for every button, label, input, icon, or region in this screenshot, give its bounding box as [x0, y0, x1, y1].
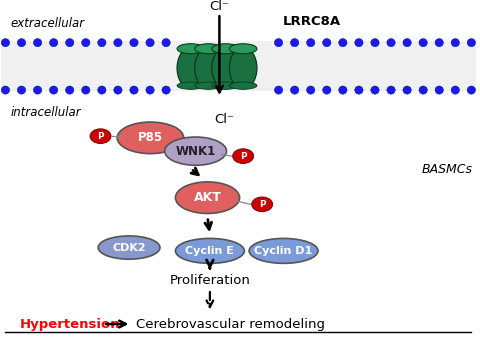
Ellipse shape: [451, 38, 459, 47]
Ellipse shape: [175, 238, 244, 263]
Circle shape: [233, 149, 253, 163]
Text: WNK1: WNK1: [176, 145, 216, 158]
Ellipse shape: [114, 86, 122, 94]
Ellipse shape: [195, 44, 222, 54]
Ellipse shape: [275, 38, 283, 47]
Ellipse shape: [146, 38, 154, 47]
Ellipse shape: [419, 38, 427, 47]
Ellipse shape: [249, 238, 318, 263]
Ellipse shape: [34, 38, 42, 47]
Ellipse shape: [177, 82, 204, 89]
Ellipse shape: [66, 38, 74, 47]
Ellipse shape: [34, 86, 42, 94]
Ellipse shape: [49, 38, 58, 47]
Ellipse shape: [98, 236, 160, 259]
Ellipse shape: [1, 38, 10, 47]
Ellipse shape: [117, 122, 184, 154]
Text: extracellular: extracellular: [10, 16, 84, 29]
Ellipse shape: [195, 82, 222, 89]
Ellipse shape: [97, 38, 106, 47]
Text: Cl⁻: Cl⁻: [214, 113, 234, 126]
Ellipse shape: [339, 38, 347, 47]
Text: Proliferation: Proliferation: [169, 274, 251, 287]
Text: Cl⁻: Cl⁻: [209, 0, 229, 13]
Ellipse shape: [1, 86, 10, 94]
Ellipse shape: [162, 86, 170, 94]
Ellipse shape: [290, 38, 299, 47]
Ellipse shape: [403, 38, 411, 47]
Ellipse shape: [355, 86, 363, 94]
Text: Cerebrovascular remodeling: Cerebrovascular remodeling: [136, 318, 325, 331]
Circle shape: [252, 197, 273, 212]
Text: AKT: AKT: [193, 191, 221, 204]
Ellipse shape: [467, 38, 476, 47]
Ellipse shape: [175, 182, 240, 213]
Ellipse shape: [290, 86, 299, 94]
Text: CDK2: CDK2: [112, 243, 146, 252]
Ellipse shape: [229, 47, 257, 89]
Ellipse shape: [97, 86, 106, 94]
Text: Cyclin E: Cyclin E: [185, 246, 234, 256]
Ellipse shape: [17, 86, 26, 94]
Ellipse shape: [165, 137, 227, 165]
Text: Hypertension: Hypertension: [20, 318, 120, 331]
Ellipse shape: [177, 47, 204, 89]
Ellipse shape: [49, 86, 58, 94]
Ellipse shape: [307, 86, 315, 94]
Ellipse shape: [114, 38, 122, 47]
Circle shape: [90, 129, 111, 143]
Text: P: P: [240, 152, 246, 161]
Ellipse shape: [323, 38, 331, 47]
Ellipse shape: [130, 86, 138, 94]
Text: intracellular: intracellular: [10, 106, 81, 119]
Ellipse shape: [323, 86, 331, 94]
Ellipse shape: [177, 44, 204, 54]
Text: Cyclin D1: Cyclin D1: [254, 246, 312, 256]
Text: P: P: [97, 132, 104, 141]
Ellipse shape: [387, 38, 395, 47]
Ellipse shape: [435, 86, 444, 94]
Ellipse shape: [467, 86, 476, 94]
Ellipse shape: [229, 82, 257, 89]
Ellipse shape: [162, 38, 170, 47]
Ellipse shape: [212, 44, 240, 54]
Text: LRRC8A: LRRC8A: [283, 15, 341, 28]
Ellipse shape: [275, 86, 283, 94]
Ellipse shape: [371, 86, 379, 94]
Ellipse shape: [212, 82, 240, 89]
Ellipse shape: [339, 86, 347, 94]
Ellipse shape: [130, 38, 138, 47]
Bar: [0, 42, 476, 91]
Ellipse shape: [17, 38, 26, 47]
Ellipse shape: [419, 86, 427, 94]
Ellipse shape: [371, 38, 379, 47]
Ellipse shape: [229, 44, 257, 54]
Ellipse shape: [66, 86, 74, 94]
Ellipse shape: [82, 86, 90, 94]
Ellipse shape: [82, 38, 90, 47]
Ellipse shape: [435, 38, 444, 47]
Ellipse shape: [146, 86, 154, 94]
Text: P: P: [259, 200, 265, 209]
Ellipse shape: [451, 86, 459, 94]
Ellipse shape: [212, 47, 240, 89]
Ellipse shape: [355, 38, 363, 47]
Ellipse shape: [403, 86, 411, 94]
Ellipse shape: [387, 86, 395, 94]
Ellipse shape: [307, 38, 315, 47]
Ellipse shape: [195, 47, 222, 89]
Text: BASMCs: BASMCs: [422, 163, 473, 176]
Text: P85: P85: [138, 131, 163, 144]
